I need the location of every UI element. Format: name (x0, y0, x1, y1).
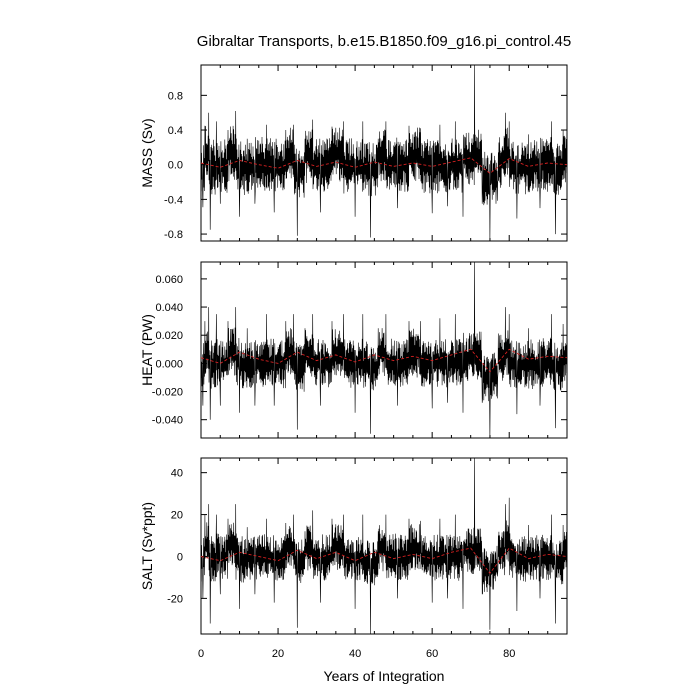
y-axis-label: HEAT (PW) (139, 314, 155, 386)
y-tick-label: 0.000 (155, 358, 183, 370)
plot-frame (200, 64, 568, 242)
y-axis-label: MASS (Sv) (139, 118, 155, 187)
y-tick-label: -0.040 (152, 415, 183, 427)
plot-frame (200, 457, 568, 635)
x-axis-label: Years of Integration (324, 668, 445, 684)
series-line-smoothed (200, 547, 568, 574)
x-tick-label: 60 (426, 648, 438, 660)
series-line-raw (200, 261, 568, 439)
y-tick-label: -0.4 (164, 194, 183, 206)
series-line-raw (200, 457, 568, 635)
y-tick-label: 0 (177, 551, 183, 563)
y-tick-label: 0.8 (168, 90, 183, 102)
x-tick-label: 80 (503, 648, 515, 660)
x-tick-label: 0 (198, 648, 204, 660)
y-tick-label: 0.0 (168, 160, 183, 172)
y-tick-label: 40 (171, 468, 183, 480)
y-axis-label: SALT (Sv*ppt) (139, 502, 155, 590)
x-tick-label: 40 (349, 648, 361, 660)
y-tick-label: 0.020 (155, 330, 183, 342)
y-tick-label: 0.060 (155, 274, 183, 286)
panel-2: HEAT (PW) 0.060 0.040 0.020 0.000 -0.020 -0.04… (139, 261, 568, 439)
x-tick-label: 20 (272, 648, 284, 660)
series-line-raw (200, 64, 568, 242)
y-tick-label: 20 (171, 510, 183, 522)
y-tick-label: -20 (167, 593, 183, 605)
y-tick-label: 0.4 (168, 125, 183, 137)
series-line-smoothed (200, 348, 568, 373)
y-tick-label: -0.020 (152, 387, 183, 399)
plot-frame (200, 261, 568, 439)
chart-title: Gibraltar Transports, b.e15.B1850.f09_g1… (197, 33, 571, 50)
panel-3: SALT (Sv*ppt) 40 20 0 -20 0 20 40 60 80 (139, 457, 568, 660)
panel-1: MASS (Sv) 0.8 0.4 0.0 -0.4 -0.8 (139, 64, 568, 242)
y-tick-label: 0.040 (155, 302, 183, 314)
y-tick-label: -0.8 (164, 229, 183, 241)
